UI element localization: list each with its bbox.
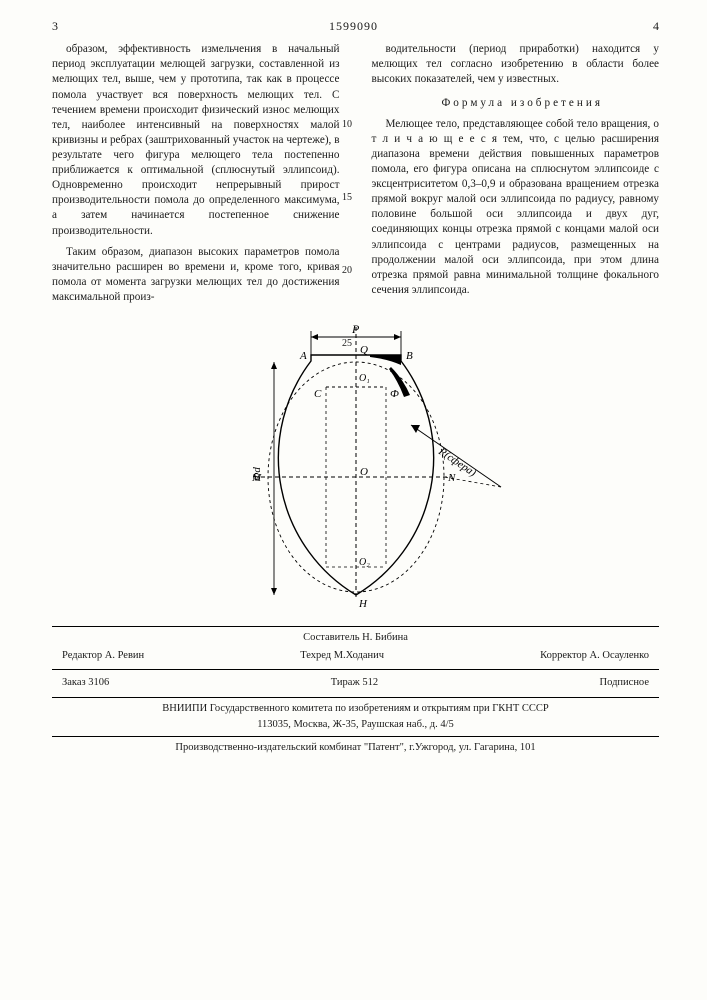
- footer-tech: Техред М.Ходанич: [300, 649, 384, 663]
- fig-label-C: C: [314, 388, 322, 400]
- fig-label-Q: Q: [360, 344, 368, 356]
- line-marker: 20: [342, 266, 352, 276]
- footer-org2: Производственно-издательский комбинат "П…: [52, 741, 659, 755]
- footer-editor: Редактор А. Ревин: [62, 649, 144, 663]
- footer-order: Заказ 3106: [62, 676, 109, 690]
- page-num-right: 4: [653, 18, 659, 34]
- left-column: образом, эффективность измельчения в нач…: [52, 42, 340, 311]
- page-root: 3 4 1599090 10 15 20 25 образом, эффекти…: [0, 0, 707, 769]
- fig-label-PhiD: Φd: [251, 467, 263, 481]
- fig-label-O1: O₁: [359, 373, 370, 384]
- divider: [52, 736, 659, 737]
- divider: [52, 669, 659, 670]
- para: образом, эффективность измельчения в нач…: [52, 42, 340, 238]
- fig-label-O: O: [360, 466, 368, 478]
- divider: [52, 626, 659, 627]
- formula-heading: Формула изобретения: [372, 96, 660, 111]
- fig-label-A: A: [299, 350, 307, 362]
- footer-org1: ВНИИПИ Государственного комитета по изоб…: [52, 702, 659, 716]
- line-marker: 10: [342, 120, 352, 130]
- divider: [52, 697, 659, 698]
- line-marker: 25: [342, 339, 352, 349]
- footer-signed: Подписное: [600, 676, 649, 690]
- fig-label-R: R(сфера): [435, 445, 478, 479]
- patent-number: 1599090: [329, 18, 378, 34]
- footer-block: Составитель Н. Бибина Редактор А. Ревин …: [52, 626, 659, 755]
- footer-print-row: Заказ 3106 Тираж 512 Подписное: [52, 674, 659, 692]
- line-marker: 15: [342, 193, 352, 203]
- footer-corrector: Корректор А. Осауленко: [540, 649, 649, 663]
- fig-label-H: H: [358, 598, 368, 610]
- line-number-gutter: 10 15 20 25: [342, 120, 352, 412]
- technical-figure: R(сфера) P A Q B C Ф O₁ M O N O₂ H Φd: [206, 317, 506, 612]
- text-columns: образом, эффективность измельчения в нач…: [52, 42, 659, 311]
- fig-label-O2: O₂: [359, 557, 370, 568]
- page-num-left: 3: [52, 18, 58, 34]
- para: Таким образом, диапазон высоких параметр…: [52, 245, 340, 305]
- fig-label-Phi: Ф: [390, 388, 399, 400]
- footer-addr1: 113035, Москва, Ж-35, Раушская наб., д. …: [52, 718, 659, 732]
- footer-credits-row: Редактор А. Ревин Техред М.Ходанич Корре…: [52, 647, 659, 665]
- para: Мелющее тело, представляющее собой тело …: [372, 117, 660, 298]
- footer-tirage: Тираж 512: [331, 676, 378, 690]
- para: водительности (период приработки) находи…: [372, 42, 660, 87]
- fig-label-B: B: [406, 350, 413, 362]
- footer-compiler: Составитель Н. Бибина: [52, 631, 659, 645]
- right-column: водительности (период приработки) находи…: [372, 42, 660, 311]
- fig-label-N: N: [447, 472, 456, 484]
